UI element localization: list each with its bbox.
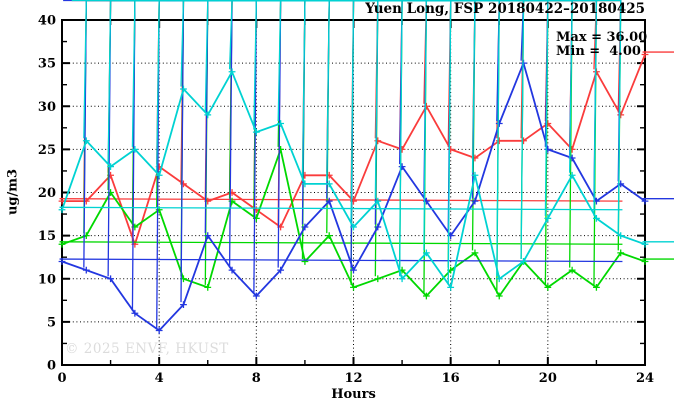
marker-red <box>641 51 674 58</box>
marker-green <box>641 258 674 265</box>
watermark: © 2025 ENVF, HKUST <box>65 341 229 357</box>
marker-cyan <box>82 0 141 145</box>
tick-labels: 0 5 10 15 20 25 30 35 40 0 4 8 12 16 20 24 <box>38 14 654 387</box>
y-tick-label: 20 <box>38 186 56 201</box>
marker-cyan <box>287 0 455 291</box>
x-axis-title: Hours <box>331 387 376 402</box>
x-tick-label: 8 <box>252 371 261 386</box>
series-line-cyan <box>61 70 646 289</box>
marker-cyan <box>180 0 187 93</box>
stats-block: Max = 36.00 Min = 4.00 <box>556 31 647 59</box>
marker-cyan <box>58 206 623 214</box>
marker-red <box>192 0 236 196</box>
y-tick-label: 40 <box>38 14 56 29</box>
marker-blue <box>235 0 455 240</box>
marker-cyan <box>218 0 552 222</box>
chart-title: Yuen Long, FSP 20180422–20180425 <box>365 1 645 17</box>
marker-blue <box>201 0 333 205</box>
x-tick-label: 24 <box>636 371 654 386</box>
marker-cyan <box>114 0 212 119</box>
y-tick-label: 35 <box>38 57 56 72</box>
marker-blue <box>166 0 406 171</box>
x-tick-label: 12 <box>344 371 362 386</box>
marker-blue <box>641 197 674 205</box>
y-tick-label: 0 <box>47 359 56 374</box>
marker-blue <box>149 0 552 153</box>
marker-blue <box>201 0 430 205</box>
y-tick-label: 10 <box>38 272 56 287</box>
marker-cyan <box>641 240 674 248</box>
marker-blue <box>270 0 285 274</box>
y-tick-label: 30 <box>38 100 56 115</box>
marker-blue <box>183 0 625 188</box>
x-tick-label: 16 <box>442 371 460 386</box>
marker-blue <box>82 0 271 274</box>
y-tick-label: 5 <box>47 315 56 330</box>
marker-cyan <box>350 0 357 231</box>
marker-blue <box>228 0 271 274</box>
marker-blue <box>270 0 357 274</box>
marker-red <box>140 0 382 145</box>
series-cyan <box>58 0 674 291</box>
marker-red <box>149 0 576 153</box>
marker-red <box>131 0 245 248</box>
marker-cyan <box>235 0 625 240</box>
marker-red <box>209 0 260 214</box>
marker-green <box>252 0 479 257</box>
marker-red <box>175 0 309 179</box>
x-tick-label: 20 <box>539 371 557 386</box>
marker-cyan <box>71 0 236 76</box>
marker-green <box>58 240 623 248</box>
marker-blue <box>201 0 479 205</box>
x-tick-label: 0 <box>57 371 66 386</box>
y-tick-label: 25 <box>38 143 56 158</box>
marker-red <box>149 0 406 153</box>
marker-red <box>149 0 455 153</box>
marker-green <box>235 0 333 240</box>
marker-green <box>278 0 382 283</box>
y-tick-label: 15 <box>38 229 56 244</box>
marker-cyan <box>183 0 309 188</box>
marker-blue <box>58 258 623 265</box>
marker-cyan <box>218 0 600 222</box>
x-tick-label: 4 <box>155 371 164 386</box>
marker-red <box>140 0 527 145</box>
marker-green <box>287 0 357 291</box>
stat-max: Max = 36.00 <box>556 30 648 45</box>
stat-min: Min = 4.00 <box>556 44 641 59</box>
marker-cyan <box>201 0 382 205</box>
y-axis-title: ug/m3 <box>5 168 21 216</box>
marker-green <box>270 0 406 274</box>
